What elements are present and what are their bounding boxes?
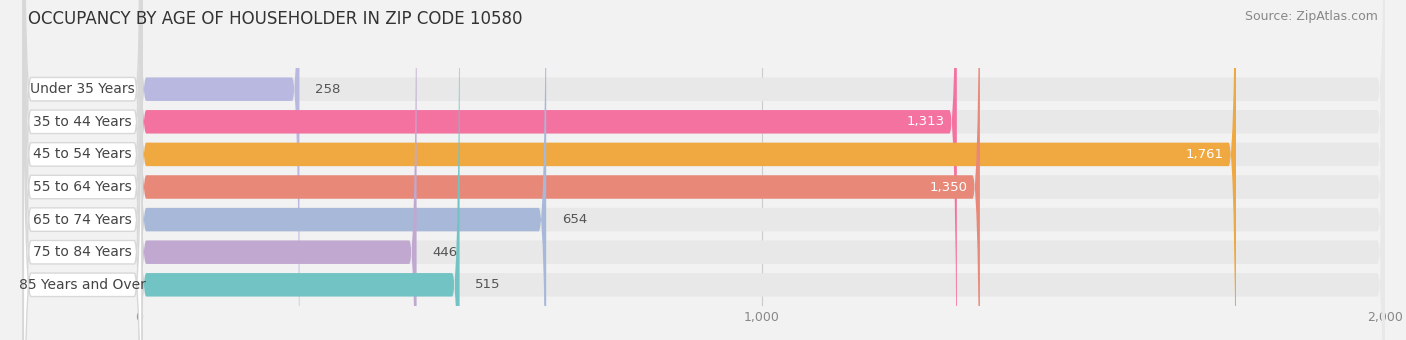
Text: 1,350: 1,350 xyxy=(929,181,967,193)
FancyBboxPatch shape xyxy=(139,0,980,340)
Text: 55 to 64 Years: 55 to 64 Years xyxy=(34,180,132,194)
FancyBboxPatch shape xyxy=(139,0,1385,340)
Text: 446: 446 xyxy=(432,246,457,259)
Text: Source: ZipAtlas.com: Source: ZipAtlas.com xyxy=(1244,10,1378,23)
Text: 85 Years and Over: 85 Years and Over xyxy=(20,278,146,292)
FancyBboxPatch shape xyxy=(24,0,142,340)
Text: 75 to 84 Years: 75 to 84 Years xyxy=(34,245,132,259)
Text: 654: 654 xyxy=(562,213,588,226)
Text: 35 to 44 Years: 35 to 44 Years xyxy=(34,115,132,129)
Text: Under 35 Years: Under 35 Years xyxy=(30,82,135,96)
FancyBboxPatch shape xyxy=(139,0,1385,340)
FancyBboxPatch shape xyxy=(139,0,957,340)
FancyBboxPatch shape xyxy=(139,0,1236,340)
Text: OCCUPANCY BY AGE OF HOUSEHOLDER IN ZIP CODE 10580: OCCUPANCY BY AGE OF HOUSEHOLDER IN ZIP C… xyxy=(28,10,523,28)
FancyBboxPatch shape xyxy=(24,0,142,340)
FancyBboxPatch shape xyxy=(139,0,416,340)
FancyBboxPatch shape xyxy=(139,0,460,340)
FancyBboxPatch shape xyxy=(24,0,142,340)
Text: 515: 515 xyxy=(475,278,501,291)
FancyBboxPatch shape xyxy=(139,0,1385,340)
FancyBboxPatch shape xyxy=(139,0,299,340)
FancyBboxPatch shape xyxy=(24,0,142,340)
FancyBboxPatch shape xyxy=(24,0,142,340)
FancyBboxPatch shape xyxy=(24,0,142,340)
FancyBboxPatch shape xyxy=(139,0,1385,340)
FancyBboxPatch shape xyxy=(139,0,1385,340)
FancyBboxPatch shape xyxy=(139,0,546,340)
FancyBboxPatch shape xyxy=(139,0,1385,340)
Text: 1,313: 1,313 xyxy=(907,115,945,128)
Text: 45 to 54 Years: 45 to 54 Years xyxy=(34,148,132,162)
FancyBboxPatch shape xyxy=(24,0,142,340)
Text: 258: 258 xyxy=(315,83,340,96)
FancyBboxPatch shape xyxy=(139,0,1385,340)
Text: 1,761: 1,761 xyxy=(1185,148,1223,161)
Text: 65 to 74 Years: 65 to 74 Years xyxy=(34,212,132,226)
